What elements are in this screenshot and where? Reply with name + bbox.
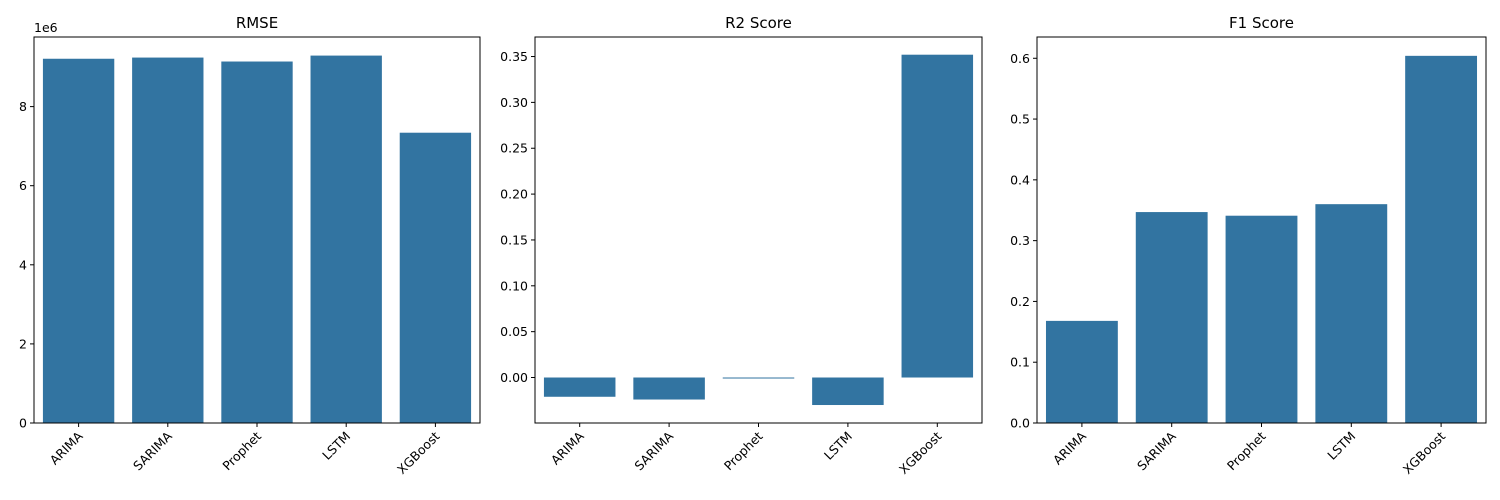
bar-prophet: [221, 61, 293, 424]
y-tick-label: 0.1: [1010, 355, 1030, 370]
y-tick-label: 4: [19, 257, 27, 272]
y-tick-label: 0.2: [1010, 294, 1030, 309]
y-tick-label: 0.00: [500, 370, 528, 385]
bar-xgboost: [901, 54, 974, 378]
y-tick-label: 0.4: [1010, 172, 1030, 187]
y-tick-label: 8: [19, 99, 27, 114]
y-tick-label: 6: [19, 178, 27, 193]
x-tick-label: LSTM: [821, 429, 855, 463]
y-tick-label: 0.25: [500, 141, 528, 156]
x-tick-label: Prophet: [1224, 428, 1269, 473]
x-tick-label: Prophet: [721, 428, 766, 473]
y-tick-label: 0.10: [500, 278, 528, 293]
bar-arima: [42, 58, 115, 423]
y-tick-label: 2: [19, 336, 27, 351]
y-tick-label: 0.6: [1010, 51, 1030, 66]
x-tick-label: LSTM: [319, 429, 353, 463]
bar-sarima: [1135, 212, 1208, 423]
y-offset-label: 1e6: [34, 20, 58, 35]
bar-xgboost: [399, 132, 472, 423]
bar-arima: [1045, 320, 1118, 423]
y-tick-label: 0.05: [500, 324, 528, 339]
x-tick-label: ARIMA: [548, 428, 587, 467]
y-tick-label: 0.3: [1010, 233, 1030, 248]
x-tick-label: ARIMA: [47, 428, 86, 467]
chart-panel-1: 0 2 4 6 8 ARIMA SARIMA Prophet LSTM XGBoost RMSE 1e…: [19, 14, 481, 477]
y-tick-label: 0.15: [500, 232, 528, 247]
x-tick-label: XGBoost: [1400, 428, 1449, 477]
x-tick-label: SARIMA: [1134, 428, 1179, 473]
y-tick-label: 0: [19, 416, 27, 431]
bar-sarima: [132, 57, 204, 423]
chart-title: R2 Score: [725, 14, 792, 32]
y-tick-label: 0.0: [1010, 416, 1030, 431]
bar-lstm: [1315, 204, 1388, 423]
chart-panel-2: 0.00 0.05 0.10 0.15 0.20 0.25 0.30 0.35 ARIMA SAR…: [500, 14, 983, 477]
x-tick-label: XGBoost: [896, 428, 945, 477]
y-tick-label: 0.20: [500, 187, 528, 202]
x-tick-label: ARIMA: [1050, 428, 1089, 467]
bar-arima: [543, 377, 616, 397]
y-tick-label: 0.5: [1010, 112, 1030, 127]
bar-sarima: [633, 377, 705, 400]
y-tick-label: 0.35: [500, 49, 528, 64]
bar-xgboost: [1405, 55, 1478, 424]
bar-prophet: [722, 377, 795, 379]
bar-prophet: [1225, 215, 1298, 423]
chart-panel-3: 0.0 0.1 0.2 0.3 0.4 0.5 0.6 ARIMA SARIMA Prophet L…: [1010, 14, 1487, 477]
chart-title: F1 Score: [1229, 14, 1294, 32]
bar-lstm: [812, 377, 884, 406]
x-tick-label: LSTM: [1324, 429, 1358, 463]
x-tick-label: SARIMA: [130, 428, 175, 473]
x-tick-label: Prophet: [219, 428, 264, 473]
bar-lstm: [310, 55, 382, 424]
x-tick-label: SARIMA: [631, 428, 676, 473]
y-tick-label: 0.30: [500, 95, 528, 110]
x-tick-label: XGBoost: [394, 428, 443, 477]
chart-title: RMSE: [236, 14, 278, 32]
